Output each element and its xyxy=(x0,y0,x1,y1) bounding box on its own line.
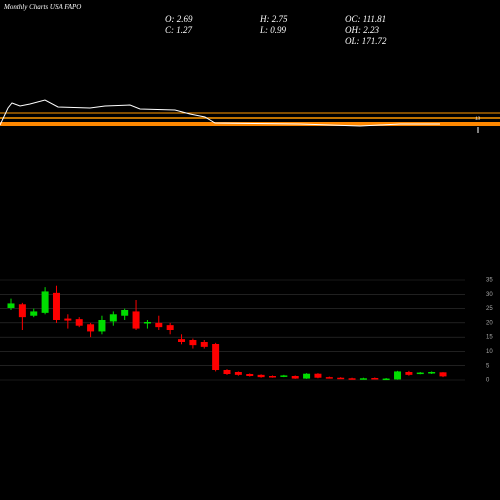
candle-body xyxy=(178,339,186,342)
y-tick-label: 35 xyxy=(486,278,493,284)
candle-body xyxy=(382,378,390,381)
candle-body xyxy=(166,325,174,330)
candle-body xyxy=(212,344,220,370)
candle-body xyxy=(234,372,242,375)
candle-body xyxy=(143,322,151,324)
chart-title: Monthly Charts USA FAPO xyxy=(3,3,81,11)
candle-body xyxy=(291,376,299,379)
annotation: 13 xyxy=(475,117,481,122)
y-tick-label: 15 xyxy=(486,335,493,341)
candle-body xyxy=(18,304,26,318)
candle-body xyxy=(155,322,163,328)
candle-body xyxy=(30,311,38,316)
candle-body xyxy=(98,320,106,332)
candle-body xyxy=(121,310,129,316)
stat: O: 2.69 xyxy=(165,14,193,24)
y-tick-label: 25 xyxy=(486,306,493,312)
candle-body xyxy=(257,374,265,378)
candle-body xyxy=(416,372,424,375)
y-tick-label: 10 xyxy=(486,349,493,355)
candle-body xyxy=(325,377,333,379)
candle-body xyxy=(223,370,231,374)
candle-body xyxy=(337,377,345,380)
stat: OC: 111.81 xyxy=(345,14,386,24)
candle-body xyxy=(52,292,60,320)
y-tick-label: 30 xyxy=(486,292,493,298)
candle-body xyxy=(87,324,95,332)
candle-body xyxy=(439,372,447,377)
candle-body xyxy=(109,314,117,322)
candle-body xyxy=(280,375,288,377)
candle-body xyxy=(41,291,49,313)
candle-body xyxy=(314,373,322,378)
stat: L: 0.99 xyxy=(259,25,287,35)
candle-body xyxy=(64,318,72,321)
candle-body xyxy=(428,372,436,374)
stat: H: 2.75 xyxy=(259,14,288,24)
candle-body xyxy=(246,374,254,376)
candle-body xyxy=(200,342,208,347)
overview-panel xyxy=(0,99,500,133)
y-tick-label: 0 xyxy=(486,378,490,384)
y-tick-label: 5 xyxy=(486,363,490,369)
candle-body xyxy=(132,311,140,329)
candle-body xyxy=(405,372,413,375)
stat: C: 1.27 xyxy=(165,25,193,35)
stat: OL: 171.72 xyxy=(345,36,387,46)
candle-body xyxy=(394,371,402,380)
candle-body xyxy=(7,303,15,308)
candle-body xyxy=(348,378,356,380)
candle-body xyxy=(359,378,367,380)
candle-body xyxy=(303,373,311,379)
price-line xyxy=(0,99,440,127)
stat: OH: 2.23 xyxy=(345,25,379,35)
candle-body xyxy=(268,376,276,378)
candle-body xyxy=(189,340,197,346)
y-tick-label: 20 xyxy=(486,320,493,326)
candle-body xyxy=(75,319,83,326)
candle-body xyxy=(371,378,379,380)
